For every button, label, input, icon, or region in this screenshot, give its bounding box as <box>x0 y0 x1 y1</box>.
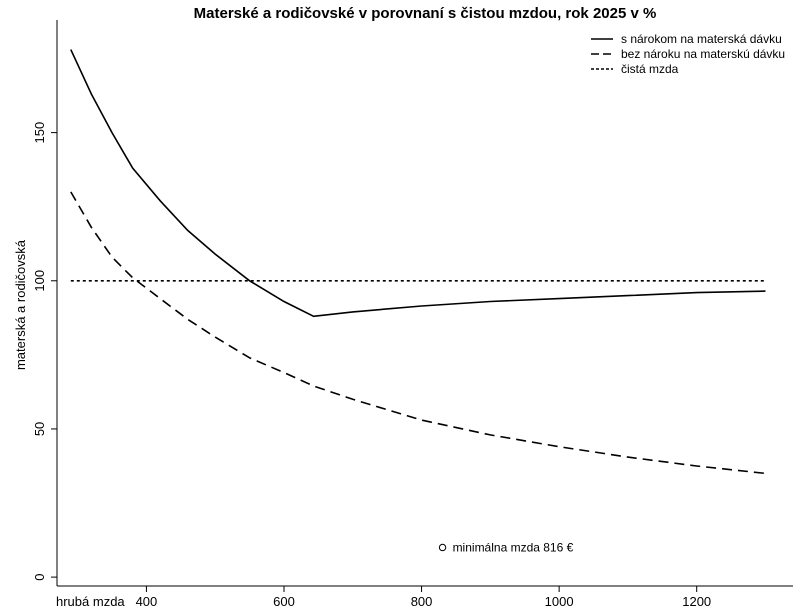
x-tick-label-1000: 1000 <box>545 594 574 609</box>
axes <box>56 20 793 587</box>
x-tick-label-600: 600 <box>273 594 295 609</box>
y-tick-label-100: 100 <box>32 270 47 292</box>
x-ticks: 400 600 800 1000 1200 <box>136 586 711 609</box>
x-tick-label-400: 400 <box>136 594 158 609</box>
legend-label-dotted: čistá mzda <box>621 62 679 76</box>
annotations: minimálna mzda 816 € <box>438 540 574 554</box>
y-tick-label-0: 0 <box>32 573 47 580</box>
series-line-dashed <box>70 191 766 475</box>
min-wage-marker <box>438 543 447 552</box>
y-tick-label-50: 50 <box>32 422 47 436</box>
x-tick-label-800: 800 <box>411 594 433 609</box>
series-line-solid <box>70 49 766 318</box>
legend-label-dashed: bez nároku na materskú dávku <box>621 47 785 61</box>
legend-label-solid: s nárokom na materská dávku <box>621 32 782 46</box>
series-group <box>70 49 766 475</box>
y-tick-label-150: 150 <box>32 122 47 144</box>
chart-title: Materské a rodičovské v porovnaní s čist… <box>194 5 657 22</box>
y-ticks: 0 50 100 150 <box>32 122 57 581</box>
x-tick-label-1200: 1200 <box>682 594 711 609</box>
x-axis-label: hrubá mzda <box>56 594 125 609</box>
y-axis-label: materská a rodičovská <box>13 239 28 370</box>
min-wage-label: minimálna mzda 816 € <box>453 540 574 554</box>
